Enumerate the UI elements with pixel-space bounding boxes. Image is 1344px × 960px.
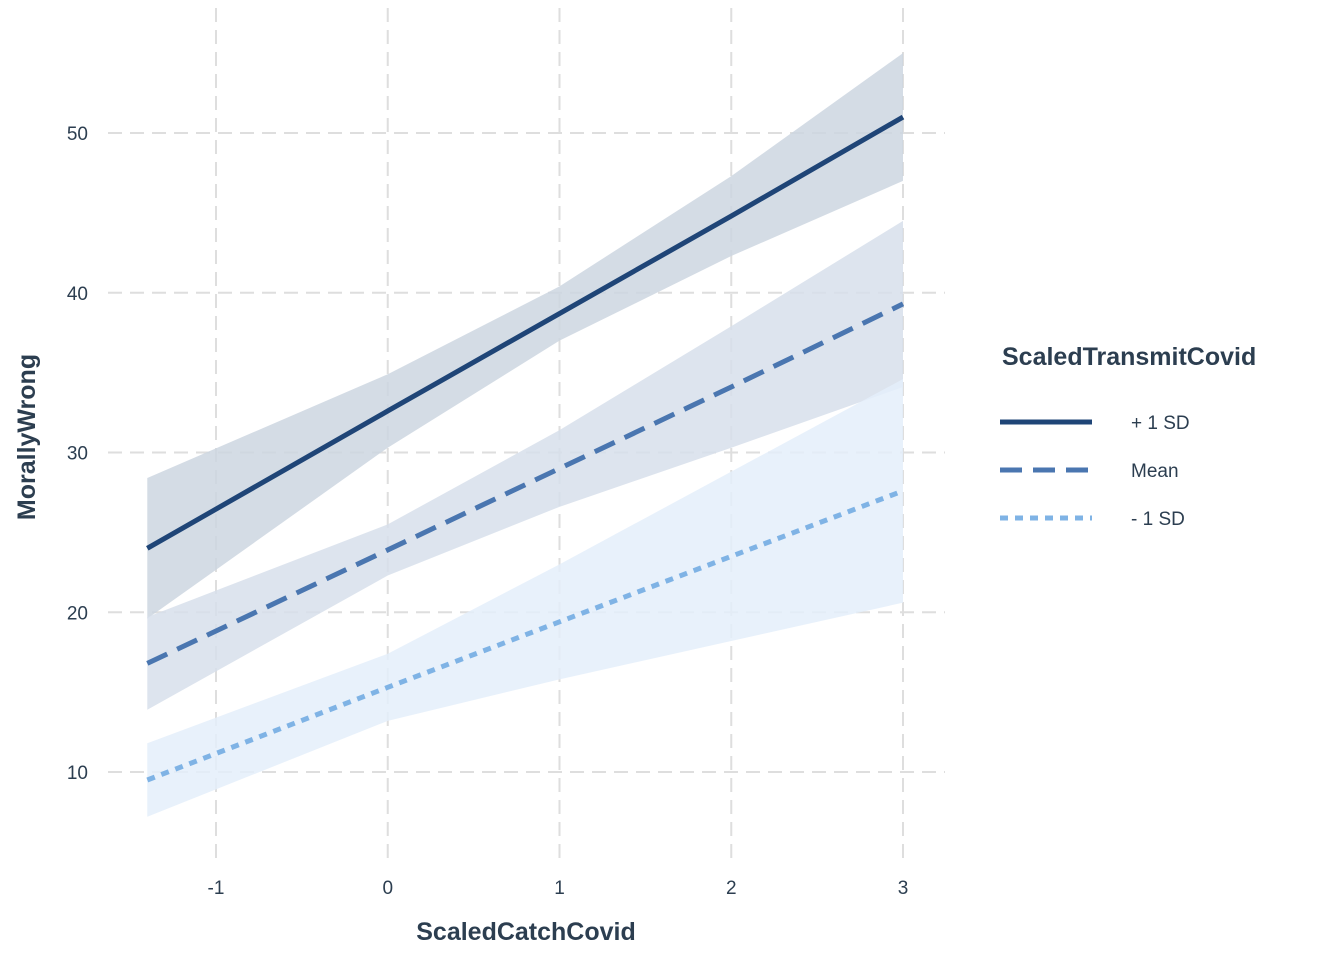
- x-tick-label: 3: [898, 878, 909, 899]
- legend-label-1: Mean: [1131, 461, 1179, 482]
- x-axis-title: ScaledCatchCovid: [416, 918, 636, 946]
- series-lines: [146, 114, 905, 783]
- confidence-band-1: [147, 220, 904, 710]
- y-tick-label: 50: [67, 124, 88, 145]
- legend-title: ScaledTransmitCovid: [1002, 343, 1256, 371]
- series-line-1: [146, 301, 905, 666]
- confidence-bands: [147, 53, 904, 817]
- series-line-2: [146, 488, 904, 783]
- x-tick-label: -1: [208, 878, 225, 899]
- series-line-0: [146, 114, 905, 551]
- x-tick-label: 2: [726, 878, 737, 899]
- y-tick-label: 30: [67, 444, 88, 465]
- y-axis-title: MorallyWrong: [13, 354, 41, 520]
- legend-label-2: - 1 SD: [1131, 509, 1185, 530]
- confidence-band-0: [147, 53, 904, 619]
- x-tick-labels: -1 0 1 2 3: [208, 878, 909, 899]
- y-tick-label: 10: [67, 763, 88, 784]
- y-tick-labels: 10 20 30 40 50: [67, 124, 88, 784]
- legend: ScaledTransmitCovid + 1 SD Mean - 1 SD: [1000, 343, 1256, 530]
- x-tick-label: 1: [554, 878, 565, 899]
- x-tick-label: 0: [382, 878, 393, 899]
- legend-items: + 1 SD Mean - 1 SD: [1000, 413, 1190, 530]
- y-tick-label: 20: [67, 603, 88, 624]
- y-tick-label: 40: [67, 284, 88, 305]
- legend-label-0: + 1 SD: [1131, 413, 1190, 434]
